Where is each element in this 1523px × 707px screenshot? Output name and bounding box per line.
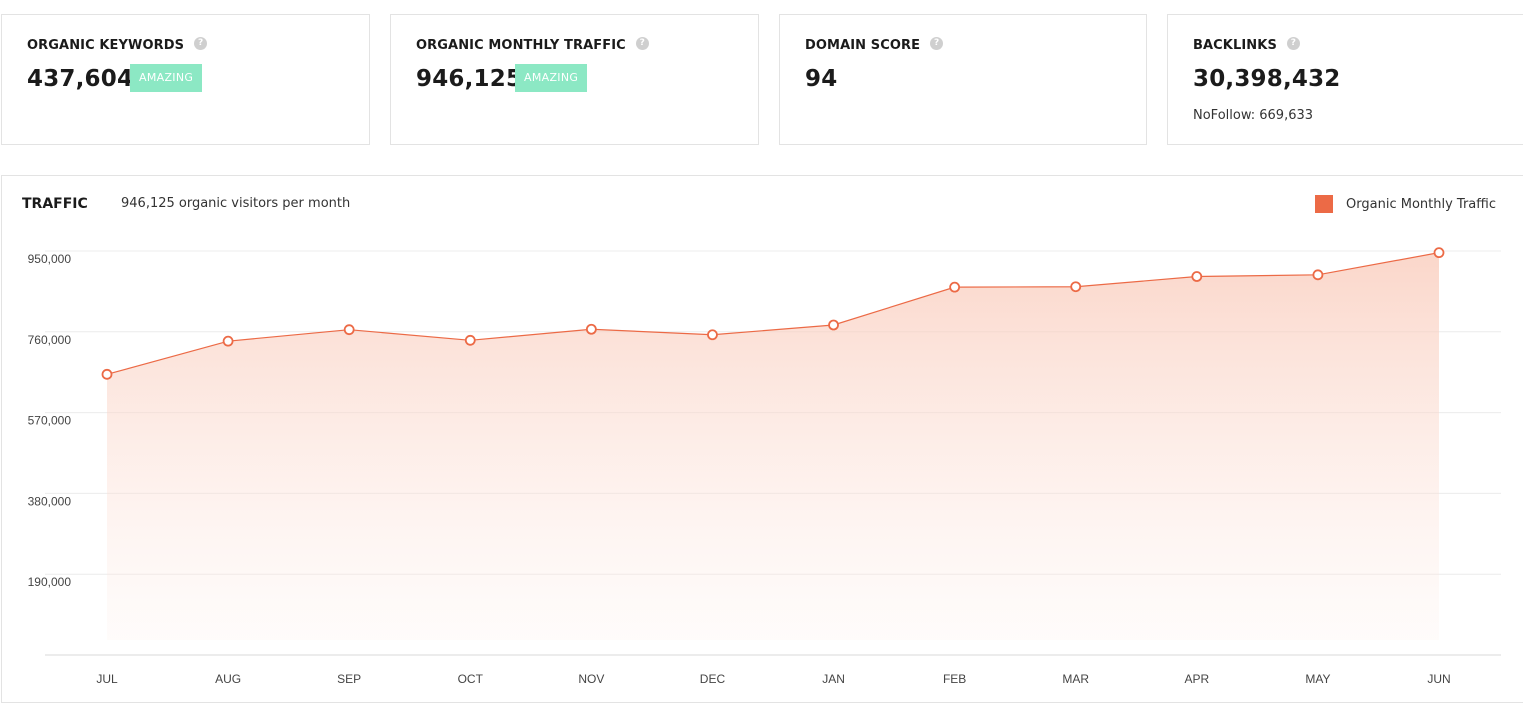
x-tick-label: FEB: [943, 672, 966, 686]
help-icon[interactable]: ?: [635, 37, 649, 50]
legend-label: Organic Monthly Traffic: [1346, 196, 1496, 212]
y-tick-label: 380,000: [28, 494, 72, 508]
domain-score-card: DOMAIN SCORE ? 94: [779, 14, 1147, 145]
data-point-jan[interactable]: [828, 319, 839, 331]
help-icon[interactable]: ?: [930, 37, 944, 50]
domain-score-label-text: DOMAIN SCORE: [805, 38, 921, 53]
x-tick-label: JUL: [96, 672, 118, 686]
backlinks-card: BACKLINKS ? 30,398,432 NoFollow: 669,633: [1167, 14, 1523, 145]
organic-keywords-label: ORGANIC KEYWORDS ?: [27, 37, 208, 53]
x-tick-label: DEC: [700, 672, 726, 686]
chart-area: [107, 252, 1439, 640]
organic-traffic-card: ORGANIC MONTHLY TRAFFIC ? 946,125 AMAZIN…: [390, 14, 759, 145]
organic-keywords-label-text: ORGANIC KEYWORDS: [27, 38, 185, 53]
y-axis-ticks: 190,000 380,000 570,000 760,000 950,000: [28, 252, 72, 589]
data-point-dec[interactable]: [707, 329, 718, 341]
legend-swatch: [1315, 195, 1334, 213]
x-tick-label: JAN: [822, 672, 845, 686]
domain-score-label: DOMAIN SCORE ?: [805, 37, 944, 53]
data-point-sep[interactable]: [343, 324, 355, 336]
organic-keywords-card: ORGANIC KEYWORDS ? 437,604 AMAZING: [1, 14, 370, 145]
x-tick-label: OCT: [458, 672, 484, 686]
data-point-jul[interactable]: [101, 368, 113, 380]
x-tick-label: MAY: [1305, 672, 1330, 686]
organic-keywords-value: 437,604: [27, 66, 134, 92]
data-point-mar[interactable]: [1070, 281, 1082, 293]
chart-points: [101, 247, 1445, 380]
organic-traffic-badge: AMAZING: [515, 64, 588, 92]
organic-traffic-label-text: ORGANIC MONTHLY TRAFFIC: [416, 38, 626, 53]
data-point-feb[interactable]: [949, 281, 961, 293]
traffic-subtitle: 946,125 organic visitors per month: [121, 196, 351, 211]
chart-line: [106, 252, 1440, 375]
x-tick-label: MAR: [1062, 672, 1089, 686]
x-tick-label: JUN: [1427, 672, 1450, 686]
data-point-jun[interactable]: [1433, 247, 1445, 259]
domain-score-value: 94: [805, 66, 838, 92]
help-icon[interactable]: ?: [1286, 37, 1300, 50]
y-tick-label: 950,000: [28, 252, 72, 266]
organic-keywords-badge: AMAZING: [130, 64, 203, 92]
traffic-title: TRAFFIC: [22, 196, 88, 212]
x-tick-label: SEP: [337, 672, 361, 686]
data-point-may[interactable]: [1312, 269, 1324, 281]
data-point-apr[interactable]: [1191, 271, 1203, 282]
data-point-oct[interactable]: [464, 334, 476, 346]
organic-traffic-value: 946,125: [416, 66, 523, 92]
backlinks-label-text: BACKLINKS: [1193, 38, 1277, 53]
x-tick-label: APR: [1184, 672, 1209, 686]
y-tick-label: 190,000: [28, 575, 72, 589]
help-icon[interactable]: ?: [194, 37, 208, 50]
backlinks-value: 30,398,432: [1193, 66, 1341, 92]
chart-legend[interactable]: Organic Monthly Traffic: [1315, 195, 1496, 213]
organic-traffic-label: ORGANIC MONTHLY TRAFFIC ?: [416, 37, 649, 53]
y-tick-label: 570,000: [28, 414, 72, 428]
backlinks-label: BACKLINKS ?: [1193, 37, 1300, 53]
data-point-nov[interactable]: [585, 323, 597, 335]
nofollow-count: NoFollow: 669,633: [1193, 108, 1314, 123]
x-axis-ticks: JUL AUG SEP OCT NOV DEC JAN FEB MAR APR MAY JUN: [96, 672, 1450, 686]
area-fill: [107, 252, 1439, 640]
x-tick-label: AUG: [215, 672, 241, 686]
x-tick-label: NOV: [578, 672, 604, 686]
y-tick-label: 760,000: [28, 333, 72, 347]
data-point-aug[interactable]: [222, 335, 234, 347]
series-line: [106, 252, 1440, 375]
